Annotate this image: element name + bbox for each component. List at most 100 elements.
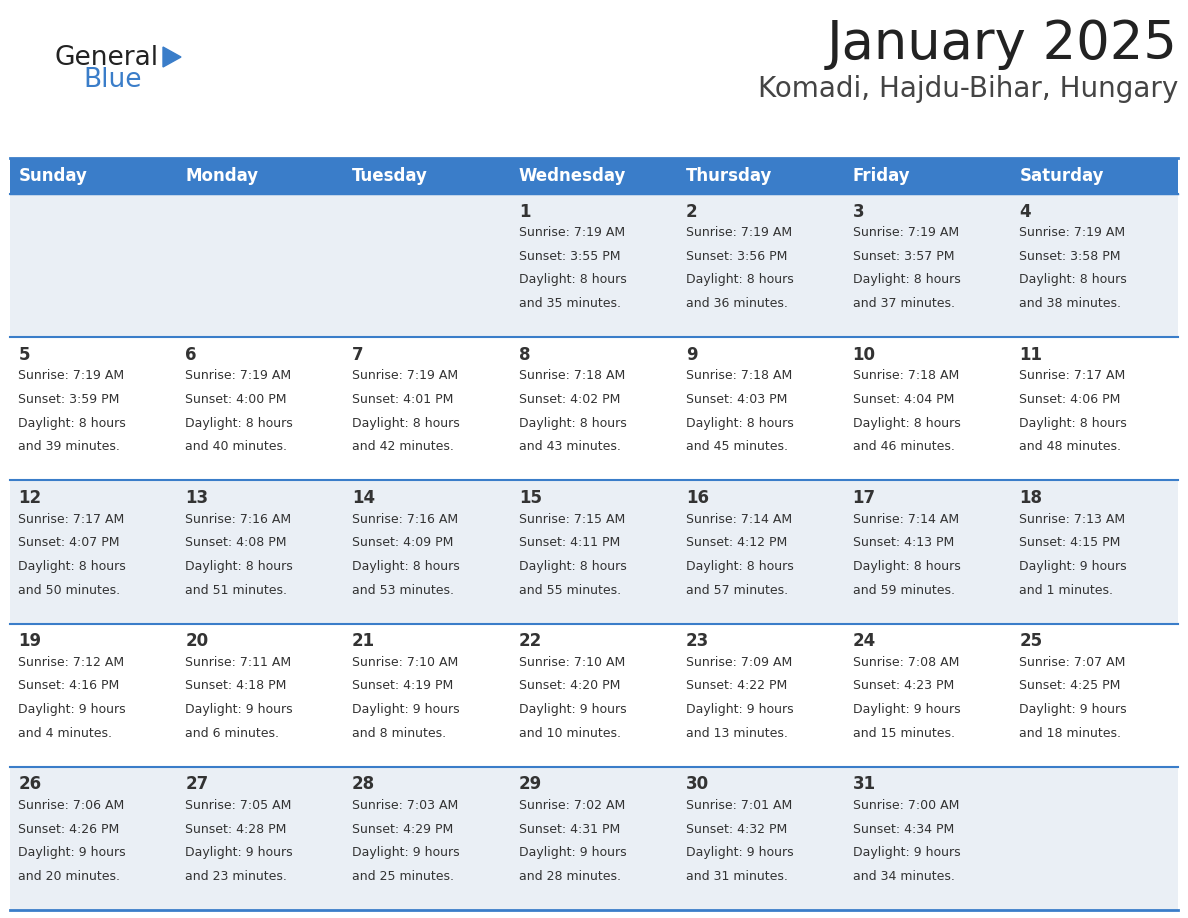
Text: Sunrise: 7:14 AM: Sunrise: 7:14 AM xyxy=(685,512,792,526)
Text: Sunset: 4:04 PM: Sunset: 4:04 PM xyxy=(853,393,954,406)
Text: Sunset: 4:09 PM: Sunset: 4:09 PM xyxy=(352,536,454,549)
Bar xyxy=(677,337,845,480)
Text: Sunset: 3:56 PM: Sunset: 3:56 PM xyxy=(685,250,788,263)
Text: Daylight: 8 hours: Daylight: 8 hours xyxy=(853,417,960,430)
Text: 24: 24 xyxy=(853,633,876,650)
Text: and 42 minutes.: and 42 minutes. xyxy=(352,441,454,453)
Text: 13: 13 xyxy=(185,489,208,507)
Text: Daylight: 9 hours: Daylight: 9 hours xyxy=(352,703,460,716)
Text: and 38 minutes.: and 38 minutes. xyxy=(1019,297,1121,310)
Text: Sunset: 4:03 PM: Sunset: 4:03 PM xyxy=(685,393,788,406)
Bar xyxy=(343,158,511,194)
Text: Sunrise: 7:08 AM: Sunrise: 7:08 AM xyxy=(853,655,959,669)
Text: Daylight: 9 hours: Daylight: 9 hours xyxy=(853,703,960,716)
Text: 29: 29 xyxy=(519,776,542,793)
Text: Sunset: 3:55 PM: Sunset: 3:55 PM xyxy=(519,250,620,263)
Text: Daylight: 8 hours: Daylight: 8 hours xyxy=(352,417,460,430)
Bar xyxy=(677,158,845,194)
Text: Sunrise: 7:19 AM: Sunrise: 7:19 AM xyxy=(519,226,625,240)
Text: Sunrise: 7:07 AM: Sunrise: 7:07 AM xyxy=(1019,655,1126,669)
Bar xyxy=(10,158,177,194)
Text: and 46 minutes.: and 46 minutes. xyxy=(853,441,954,453)
Text: Sunset: 4:11 PM: Sunset: 4:11 PM xyxy=(519,536,620,549)
Text: Daylight: 8 hours: Daylight: 8 hours xyxy=(185,560,293,573)
Text: Sunrise: 7:10 AM: Sunrise: 7:10 AM xyxy=(352,655,459,669)
Text: 1: 1 xyxy=(519,203,530,220)
Text: 8: 8 xyxy=(519,346,530,364)
Text: 26: 26 xyxy=(18,776,42,793)
Text: General: General xyxy=(55,45,159,71)
Text: Sunset: 4:12 PM: Sunset: 4:12 PM xyxy=(685,536,786,549)
Bar xyxy=(177,767,343,910)
Text: Sunset: 3:59 PM: Sunset: 3:59 PM xyxy=(18,393,120,406)
Text: 19: 19 xyxy=(18,633,42,650)
Bar xyxy=(177,194,343,337)
Text: 30: 30 xyxy=(685,776,709,793)
Text: 3: 3 xyxy=(853,203,864,220)
Text: and 4 minutes.: and 4 minutes. xyxy=(18,727,113,740)
Bar xyxy=(10,623,177,767)
Text: Daylight: 9 hours: Daylight: 9 hours xyxy=(519,703,626,716)
Text: and 10 minutes.: and 10 minutes. xyxy=(519,727,621,740)
Text: Daylight: 8 hours: Daylight: 8 hours xyxy=(18,560,126,573)
Text: Sunset: 4:06 PM: Sunset: 4:06 PM xyxy=(1019,393,1120,406)
Text: 22: 22 xyxy=(519,633,542,650)
Text: Sunset: 4:28 PM: Sunset: 4:28 PM xyxy=(185,823,286,835)
Text: Sunrise: 7:19 AM: Sunrise: 7:19 AM xyxy=(853,226,959,240)
Bar xyxy=(10,480,177,623)
Text: Daylight: 9 hours: Daylight: 9 hours xyxy=(185,703,292,716)
Bar xyxy=(511,767,677,910)
Text: Blue: Blue xyxy=(83,67,141,93)
Text: Sunrise: 7:19 AM: Sunrise: 7:19 AM xyxy=(185,369,291,383)
Text: Sunset: 4:13 PM: Sunset: 4:13 PM xyxy=(853,536,954,549)
Text: Sunset: 4:20 PM: Sunset: 4:20 PM xyxy=(519,679,620,692)
Text: and 50 minutes.: and 50 minutes. xyxy=(18,584,120,597)
Text: and 34 minutes.: and 34 minutes. xyxy=(853,870,954,883)
Text: Sunrise: 7:16 AM: Sunrise: 7:16 AM xyxy=(352,512,459,526)
Text: Monday: Monday xyxy=(185,167,258,185)
Text: Sunrise: 7:02 AM: Sunrise: 7:02 AM xyxy=(519,799,625,812)
Text: January 2025: January 2025 xyxy=(827,18,1178,70)
Text: and 55 minutes.: and 55 minutes. xyxy=(519,584,621,597)
Bar xyxy=(343,480,511,623)
Bar xyxy=(343,194,511,337)
Text: 25: 25 xyxy=(1019,633,1043,650)
Text: Sunrise: 7:14 AM: Sunrise: 7:14 AM xyxy=(853,512,959,526)
Text: and 23 minutes.: and 23 minutes. xyxy=(185,870,287,883)
Bar xyxy=(511,337,677,480)
Text: and 48 minutes.: and 48 minutes. xyxy=(1019,441,1121,453)
Text: Daylight: 8 hours: Daylight: 8 hours xyxy=(185,417,293,430)
Text: and 45 minutes.: and 45 minutes. xyxy=(685,441,788,453)
Text: Daylight: 8 hours: Daylight: 8 hours xyxy=(853,560,960,573)
Text: Daylight: 8 hours: Daylight: 8 hours xyxy=(853,274,960,286)
Polygon shape xyxy=(163,47,181,67)
Text: Tuesday: Tuesday xyxy=(352,167,428,185)
Bar xyxy=(10,337,177,480)
Text: Sunset: 3:57 PM: Sunset: 3:57 PM xyxy=(853,250,954,263)
Text: Sunrise: 7:19 AM: Sunrise: 7:19 AM xyxy=(18,369,125,383)
Text: Sunrise: 7:13 AM: Sunrise: 7:13 AM xyxy=(1019,512,1125,526)
Text: Daylight: 8 hours: Daylight: 8 hours xyxy=(685,560,794,573)
Text: 27: 27 xyxy=(185,776,208,793)
Text: Daylight: 9 hours: Daylight: 9 hours xyxy=(18,703,126,716)
Text: Sunrise: 7:17 AM: Sunrise: 7:17 AM xyxy=(18,512,125,526)
Text: Daylight: 8 hours: Daylight: 8 hours xyxy=(519,560,626,573)
Bar xyxy=(845,767,1011,910)
Text: 11: 11 xyxy=(1019,346,1043,364)
Bar xyxy=(1011,767,1178,910)
Text: and 39 minutes.: and 39 minutes. xyxy=(18,441,120,453)
Text: Sunday: Sunday xyxy=(18,167,87,185)
Text: Sunset: 4:26 PM: Sunset: 4:26 PM xyxy=(18,823,120,835)
Bar xyxy=(511,623,677,767)
Text: Sunrise: 7:15 AM: Sunrise: 7:15 AM xyxy=(519,512,625,526)
Text: and 25 minutes.: and 25 minutes. xyxy=(352,870,454,883)
Text: Sunrise: 7:03 AM: Sunrise: 7:03 AM xyxy=(352,799,459,812)
Text: Daylight: 8 hours: Daylight: 8 hours xyxy=(1019,417,1127,430)
Text: Daylight: 8 hours: Daylight: 8 hours xyxy=(685,274,794,286)
Text: and 31 minutes.: and 31 minutes. xyxy=(685,870,788,883)
Bar xyxy=(845,337,1011,480)
Text: 12: 12 xyxy=(18,489,42,507)
Text: Sunset: 4:00 PM: Sunset: 4:00 PM xyxy=(185,393,286,406)
Bar xyxy=(1011,194,1178,337)
Text: Sunrise: 7:19 AM: Sunrise: 7:19 AM xyxy=(1019,226,1125,240)
